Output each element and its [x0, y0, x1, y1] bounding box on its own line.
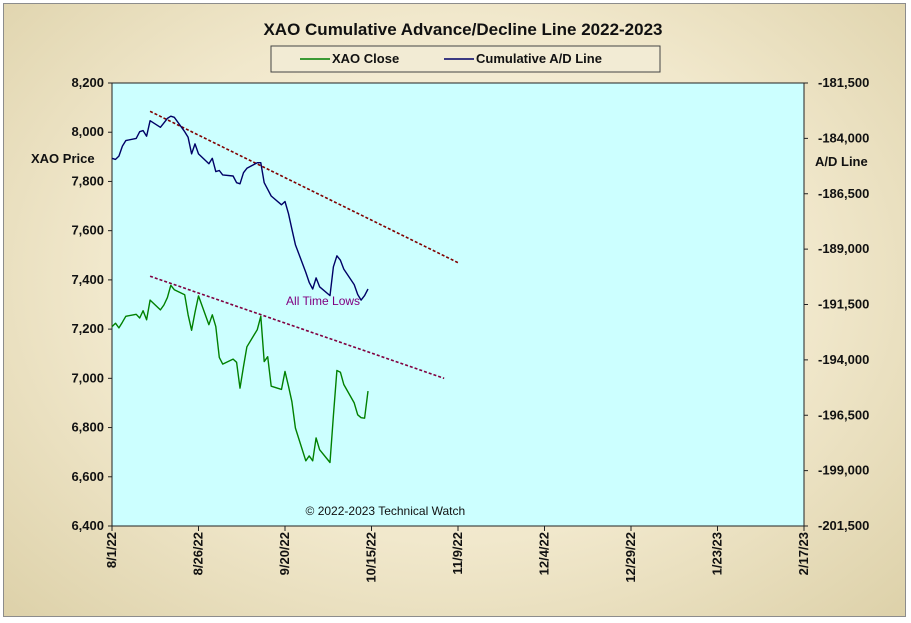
right-tick-label: -199,000 — [818, 463, 869, 478]
right-axis-label: A/D Line — [815, 154, 868, 169]
trendline-1 — [149, 110, 459, 264]
x-tick-label: 8/1/22 — [104, 532, 119, 568]
x-tick-label: 2/17/23 — [796, 532, 811, 575]
left-tick-label: 8,200 — [71, 75, 104, 90]
left-tick-label: 6,800 — [71, 420, 104, 435]
plot-area — [111, 82, 805, 527]
right-tick-label: -194,000 — [818, 352, 869, 367]
x-tick-label: 9/20/22 — [277, 532, 292, 575]
left-tick-label: 7,000 — [71, 370, 104, 385]
right-tick-label: -184,000 — [818, 130, 869, 145]
trendlines — [149, 110, 459, 380]
annotations: All Time Lows © 2022-2023 Technical Watch — [286, 294, 465, 518]
left-tick-label: 6,600 — [71, 469, 104, 484]
legend-label-ad-line: Cumulative A/D Line — [476, 51, 602, 66]
left-axis: 8,200 8,000 7,800 7,600 7,400 7,200 7,000 6,800… — [71, 75, 112, 533]
right-tick-label: -186,500 — [818, 186, 869, 201]
trendline-2 — [149, 275, 445, 380]
x-tick-label: 1/23/23 — [710, 532, 725, 575]
left-tick-label: 6,400 — [71, 518, 104, 533]
right-tick-label: -196,500 — [818, 407, 869, 422]
right-tick-label: -191,500 — [818, 297, 869, 312]
right-tick-label: -181,500 — [818, 75, 869, 90]
left-axis-label: XAO Price — [31, 151, 95, 166]
series-xao-close-line — [111, 284, 369, 464]
chart-title: XAO Cumulative Advance/Decline Line 2022… — [263, 20, 662, 39]
legend: XAO Close Cumulative A/D Line — [270, 45, 661, 73]
left-tick-label: 7,600 — [71, 223, 104, 238]
right-tick-label: -189,000 — [818, 241, 869, 256]
right-axis: -181,500 -184,000 -186,500 -189,000 -191,500… — [804, 75, 869, 533]
left-tick-label: 7,800 — [71, 173, 104, 188]
x-tick-label: 11/9/22 — [450, 532, 465, 575]
left-tick-label: 7,400 — [71, 272, 104, 287]
right-tick-label: -201,500 — [818, 518, 869, 533]
left-tick-label: 8,000 — [71, 124, 104, 139]
x-tick-label: 12/29/22 — [623, 532, 638, 583]
series-ad-line — [111, 115, 369, 301]
copyright-notice: © 2022-2023 Technical Watch — [306, 504, 466, 518]
left-tick-label: 7,200 — [71, 321, 104, 336]
x-tick-label: 10/15/22 — [364, 532, 379, 583]
series — [111, 115, 369, 464]
legend-label-xao-close: XAO Close — [332, 51, 399, 66]
x-tick-label: 12/4/22 — [537, 532, 552, 575]
x-tick-label: 8/26/22 — [191, 532, 206, 575]
annotation-all-time-lows: All Time Lows — [286, 294, 360, 308]
x-axis: 8/1/22 8/26/22 9/20/22 10/15/22 11/9/22 12/4/… — [104, 526, 811, 583]
